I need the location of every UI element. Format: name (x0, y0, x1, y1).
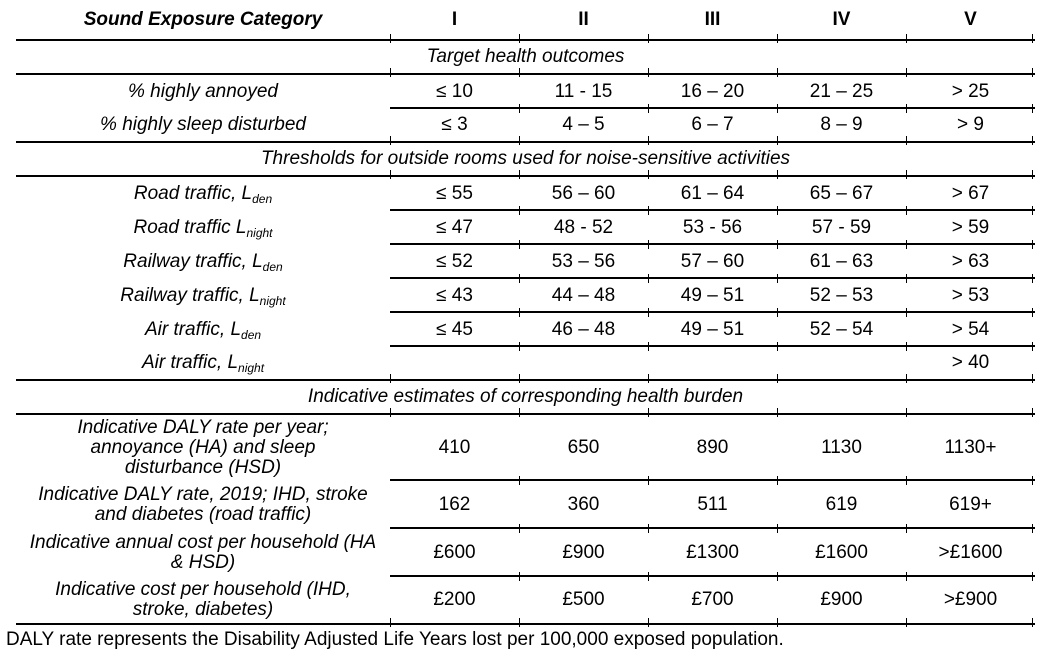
value-cell: 61 – 64 (680, 183, 745, 204)
row-label: Railway traffic, Lden (123, 251, 283, 274)
row-label: Road traffic Lnight (133, 217, 273, 240)
row-label: Indicative cost per household (IHD, stro… (55, 579, 351, 620)
table-row-daly-rate-ha-hsd: Indicative DALY rate per year; annoyance… (16, 415, 1035, 485)
value-cell: > 40 (951, 352, 990, 373)
value-cell: >£900 (943, 589, 998, 610)
value-cell: 53 – 56 (551, 251, 616, 272)
table-row-highly-sleep-disturbed: % highly sleep disturbed ≤ 3 4 – 5 6 – 7… (16, 109, 1035, 145)
value-cell: 8 – 9 (820, 114, 863, 135)
value-cell: 57 – 60 (680, 251, 745, 272)
table-row-air-traffic-lden: Air traffic, Lden ≤ 45 46 – 48 49 – 51 5… (16, 313, 1035, 351)
value-cell: 53 - 56 (682, 217, 743, 238)
sound-exposure-table: Sound Exposure Category I II III IV V Ta… (16, 0, 1035, 627)
value-cell: > 59 (951, 217, 990, 238)
row-label: Railway traffic, Lnight (120, 285, 286, 308)
value-cell: 890 (696, 437, 729, 458)
value-cell: ≤ 43 (436, 285, 473, 306)
value-cell: £200 (433, 589, 476, 610)
table-row-air-traffic-lnight: Air traffic, Lnight > 40 (16, 347, 1035, 383)
section-header-target-health-outcomes: Target health outcomes (16, 41, 1035, 77)
table-row-railway-traffic-lden: Railway traffic, Lden ≤ 52 53 – 56 57 – … (16, 245, 1035, 283)
value-cell: 52 – 54 (809, 319, 874, 340)
row-label: Indicative DALY rate per year; annoyance… (77, 417, 329, 478)
section-title: Thresholds for outside rooms used for no… (260, 148, 791, 169)
value-cell: 162 (438, 494, 471, 515)
value-cell: 410 (438, 437, 471, 458)
row-label: % highly sleep disturbed (100, 114, 306, 135)
value-cell: 6 – 7 (691, 114, 734, 135)
value-cell: >£1600 (938, 542, 1003, 563)
header-row: Sound Exposure Category I II III IV V (16, 0, 1035, 43)
value-cell: 511 (697, 494, 728, 515)
row-label: Indicative DALY rate, 2019; IHD, stroke … (38, 484, 368, 525)
value-cell: > 25 (951, 81, 990, 102)
value-cell: £1300 (686, 542, 739, 563)
row-label: % highly annoyed (128, 81, 278, 102)
value-cell: 46 – 48 (551, 319, 616, 340)
row-label: Road traffic, Lden (133, 183, 273, 206)
value-cell: 619+ (949, 494, 992, 515)
value-cell: 65 – 67 (809, 183, 874, 204)
value-cell: £700 (691, 589, 734, 610)
value-cell: > 53 (951, 285, 990, 306)
value-cell: £900 (562, 542, 605, 563)
value-cell: £900 (820, 589, 863, 610)
value-cell: ≤ 10 (436, 81, 473, 102)
row-label: Air traffic, Lden (144, 319, 262, 342)
table-row-cost-ihd: Indicative cost per household (IHD, stro… (16, 577, 1035, 627)
column-header-IV: IV (832, 8, 851, 30)
value-cell: £1600 (815, 542, 868, 563)
value-cell: 21 – 25 (809, 81, 874, 102)
value-cell: 360 (567, 494, 600, 515)
column-header-V: V (964, 8, 977, 30)
value-cell: ≤ 52 (436, 251, 473, 272)
table-row-road-traffic-lnight: Road traffic Lnight ≤ 47 48 - 52 53 - 56… (16, 211, 1035, 249)
row-label: Indicative annual cost per household (HA… (29, 532, 377, 573)
row-label: Air traffic, Lnight (141, 352, 265, 375)
column-header-III: III (704, 8, 721, 30)
table-row-road-traffic-lden: Road traffic, Lden ≤ 55 56 – 60 61 – 64 … (16, 177, 1035, 215)
value-cell: 44 – 48 (551, 285, 616, 306)
section-header-thresholds: Thresholds for outside rooms used for no… (16, 143, 1035, 179)
value-cell: > 63 (951, 251, 990, 272)
value-cell: £500 (562, 589, 605, 610)
value-cell: 4 – 5 (562, 114, 605, 135)
value-cell: ≤ 3 (441, 114, 468, 135)
value-cell: 16 – 20 (680, 81, 745, 102)
footnote: DALY rate represents the Disability Adju… (6, 629, 784, 650)
table-row-highly-annoyed: % highly annoyed ≤ 10 11 - 15 16 – 20 21… (16, 75, 1035, 113)
value-cell: 61 – 63 (809, 251, 874, 272)
table-row-daly-rate-ihd: Indicative DALY rate, 2019; IHD, stroke … (16, 481, 1035, 533)
value-cell: 49 – 51 (680, 319, 745, 340)
value-cell: 57 - 59 (811, 217, 872, 238)
value-cell: 619 (825, 494, 858, 515)
value-cell: 1130 (821, 437, 862, 458)
table-row-railway-traffic-lnight: Railway traffic, Lnight ≤ 43 44 – 48 49 … (16, 279, 1035, 317)
value-cell: ≤ 55 (436, 183, 473, 204)
value-cell: 56 – 60 (551, 183, 616, 204)
value-cell: ≤ 47 (436, 217, 473, 238)
value-cell: 1130+ (944, 437, 997, 458)
section-header-health-burden: Indicative estimates of corresponding he… (16, 381, 1035, 417)
value-cell: > 67 (951, 183, 990, 204)
value-cell: > 9 (957, 114, 984, 135)
value-cell: > 54 (951, 319, 990, 340)
value-cell: 49 – 51 (680, 285, 745, 306)
value-cell: £600 (433, 542, 476, 563)
value-cell: 650 (567, 437, 600, 458)
value-cell: 48 - 52 (553, 217, 614, 238)
table-row-annual-cost-ha-hsd: Indicative annual cost per household (HA… (16, 529, 1035, 581)
section-title: Indicative estimates of corresponding he… (307, 386, 744, 407)
value-cell: 11 - 15 (554, 81, 613, 102)
section-title: Target health outcomes (426, 46, 625, 67)
column-header-I: I (451, 8, 458, 30)
table-title: Sound Exposure Category (83, 8, 323, 30)
value-cell: 52 – 53 (809, 285, 874, 306)
column-header-II: II (578, 8, 589, 30)
value-cell: ≤ 45 (436, 319, 473, 340)
